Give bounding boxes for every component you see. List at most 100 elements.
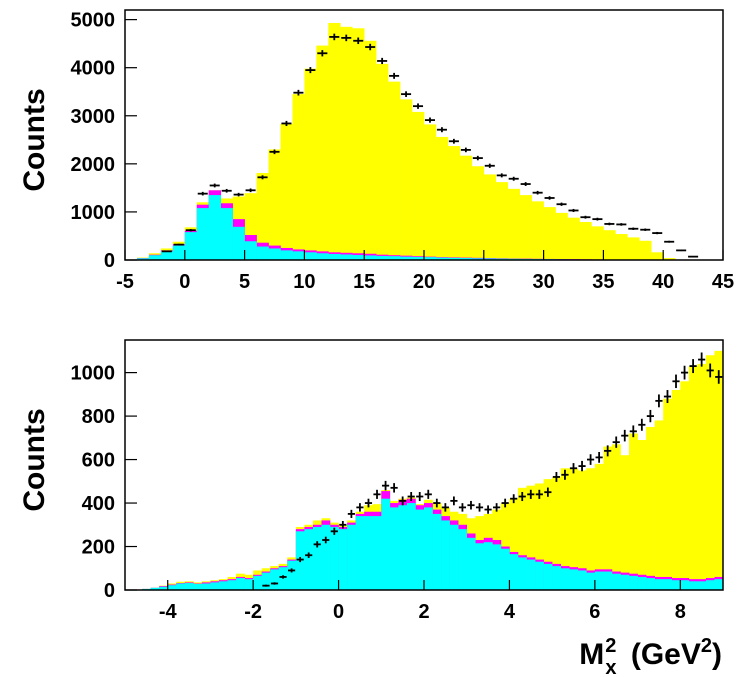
bottom-bar-s3-56 <box>620 574 630 590</box>
bottom-bar-s1-48 <box>552 476 561 590</box>
bottom-bar-s3-22 <box>330 526 339 590</box>
bottom-bar-s3-8 <box>210 582 220 590</box>
bottom-y-tick-label-4: 800 <box>82 406 115 428</box>
top-data-point-35 <box>544 196 555 200</box>
bottom-data-point-36 <box>450 496 458 506</box>
bottom-bar-s3-37 <box>458 529 468 590</box>
bottom-data-point-42 <box>501 498 509 508</box>
bottom-bar-s3-9 <box>218 581 228 590</box>
bottom-x-tick-label-2: 0 <box>333 601 344 623</box>
bottom-data-points <box>262 352 723 587</box>
bottom-bar-s3-49 <box>560 568 570 590</box>
bottom-bar-s3-24 <box>347 524 356 590</box>
bottom-bar-s1-58 <box>637 440 647 590</box>
bottom-bar-s3-48 <box>552 566 561 590</box>
top-bar-s3-17 <box>328 253 341 260</box>
top-bar-s3-15 <box>304 252 317 260</box>
bottom-bar-s3-1 <box>150 587 160 590</box>
top-data-point-29 <box>472 155 483 161</box>
top-bar-s3-8 <box>220 208 233 260</box>
top-bar-s3-9 <box>232 226 245 260</box>
bottom-data-point-60 <box>655 394 663 408</box>
top-x-tick-label-6: 25 <box>473 271 495 293</box>
top-bar-s1-35 <box>543 207 556 260</box>
top-bar-s1-41 <box>615 234 628 260</box>
top-data-point-25 <box>424 117 436 123</box>
bottom-bar-s3-15 <box>270 569 280 590</box>
bottom-y-axis-label: Counts <box>18 408 51 511</box>
top-bar-s3-7 <box>208 195 221 260</box>
bottom-data-point-54 <box>604 445 612 457</box>
bottom-bar-s3-2 <box>159 586 169 590</box>
bottom-bar-s3-52 <box>586 572 596 590</box>
bottom-bar-s3-12 <box>244 579 254 590</box>
bottom-bar-s1-62 <box>671 390 681 590</box>
top-bar-s1-42 <box>627 237 640 260</box>
bottom-bar-s3-19 <box>304 529 314 590</box>
bottom-bar-s3-39 <box>475 543 485 590</box>
bottom-bar-s3-60 <box>654 579 664 590</box>
bottom-y-tick-label-1: 200 <box>82 537 115 559</box>
top-data-point-44 <box>652 231 663 235</box>
bottom-data-point-40 <box>484 505 492 514</box>
bottom-data-point-18 <box>296 556 304 563</box>
bottom-bar-s3-65 <box>697 581 707 590</box>
bottom-bar-s3-45 <box>526 559 536 590</box>
bottom-y-tick-label-5: 1000 <box>71 363 116 385</box>
top-data-point-46 <box>676 249 687 252</box>
top-data-point-33 <box>520 182 531 186</box>
bottom-bar-s3-62 <box>671 580 681 590</box>
top-data-point-19 <box>353 37 364 45</box>
top-bar-s1-12 <box>268 149 281 260</box>
bottom-bar-s3-40 <box>483 542 493 590</box>
bottom-data-point-31 <box>407 492 415 502</box>
bottom-data-point-28 <box>381 480 390 491</box>
top-bar-s1-11 <box>256 172 269 260</box>
top-data-point-5 <box>185 228 196 232</box>
bottom-bar-s3-10 <box>227 580 237 590</box>
top-bar-s3-19 <box>352 254 365 260</box>
bottom-bar-s1-44 <box>517 487 527 590</box>
top-data-point-20 <box>365 43 376 51</box>
bottom-data-point-30 <box>399 496 407 506</box>
bottom-bar-s3-38 <box>466 537 476 590</box>
top-bar-s1-13 <box>280 123 293 260</box>
bottom-data-point-59 <box>646 409 654 423</box>
top-bar-s1-34 <box>531 201 544 260</box>
top-bar-s3-5 <box>184 232 198 260</box>
bottom-bar-s3-64 <box>688 581 698 590</box>
top-bar-s3-14 <box>292 251 305 260</box>
bottom-data-point-25 <box>356 503 364 512</box>
top-bar-s1-36 <box>555 212 568 260</box>
top-x-tick-label-2: 5 <box>239 271 250 293</box>
top-bar-s1-44 <box>651 252 664 260</box>
top-bar-s3-29 <box>471 258 485 260</box>
top-y-tick-label-4: 4000 <box>71 58 116 80</box>
top-bar-s1-32 <box>507 188 520 260</box>
top-bar-s3-4 <box>172 245 186 260</box>
bottom-data-point-43 <box>510 494 518 504</box>
bottom-bar-s3-55 <box>611 573 621 590</box>
bottom-bar-s1-46 <box>535 483 544 590</box>
top-panel: -5 0 5 10 15 20 25 30 35 40 4501000200030004000500… <box>18 9 734 293</box>
top-data-point-13 <box>281 120 292 127</box>
bottom-data-point-26 <box>364 498 373 508</box>
bottom-x-tick-label-4: 4 <box>504 601 516 623</box>
bottom-data-point-49 <box>561 469 569 480</box>
top-bar-s1-37 <box>567 217 580 260</box>
bottom-bar-s3-51 <box>577 570 587 590</box>
top-y-tick-label-5: 5000 <box>71 10 116 32</box>
bottom-data-point-20 <box>313 541 321 548</box>
bottom-bar-s1-53 <box>594 463 604 590</box>
top-data-point-18 <box>341 34 352 42</box>
bottom-bar-s3-31 <box>406 503 416 590</box>
bottom-bar-s3-30 <box>398 505 408 590</box>
bottom-data-point-48 <box>552 471 561 482</box>
bottom-data-point-51 <box>578 460 586 472</box>
top-y-tick-label-0: 0 <box>104 250 115 272</box>
top-bar-s3-23 <box>400 256 413 260</box>
bottom-data-point-50 <box>569 463 578 474</box>
top-bar-s1-38 <box>579 222 592 260</box>
bottom-data-point-62 <box>672 374 680 389</box>
